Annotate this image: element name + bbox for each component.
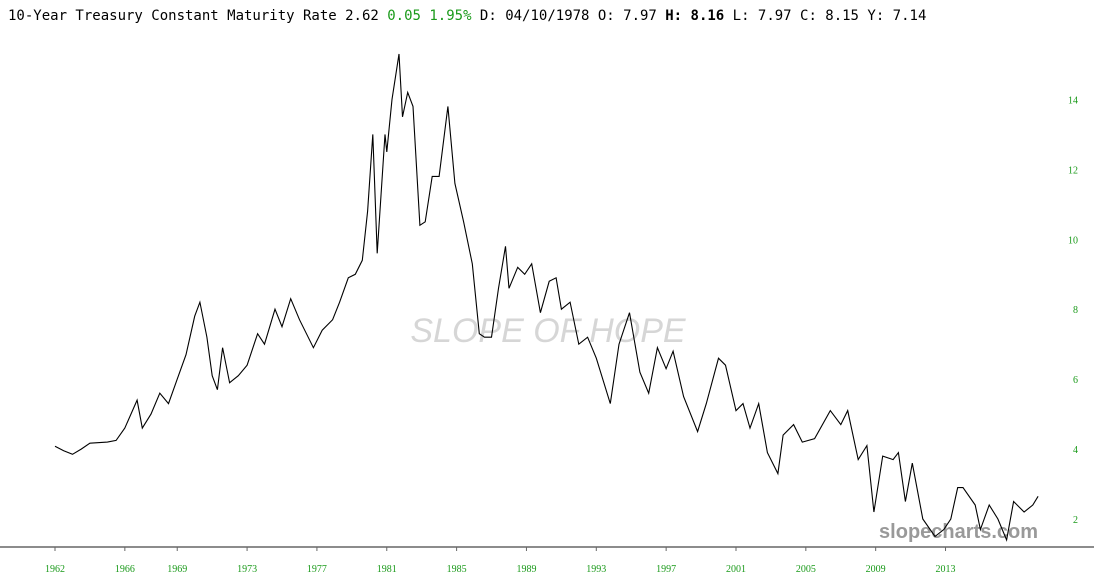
readout-item: Y:	[867, 8, 884, 24]
y-tick-label: 8	[1073, 305, 1078, 316]
readout-item: L:	[733, 8, 750, 24]
y-tick-label: 12	[1068, 165, 1078, 176]
readout-item: 1.95%	[429, 8, 472, 24]
series-line	[54, 53, 1039, 542]
chart-title: 10-Year Treasury Constant Maturity Rate	[8, 8, 337, 24]
x-tick-label: 1985	[447, 564, 467, 575]
x-tick-label: 1993	[586, 564, 606, 575]
readout-item: 7.97	[758, 8, 792, 24]
x-tick-label: 2009	[866, 564, 886, 575]
x-tick-label: 1969	[167, 564, 187, 575]
x-tick-label: 1966	[115, 564, 135, 575]
readout-item: 8.15	[825, 8, 859, 24]
readout-item: 7.97	[623, 8, 657, 24]
y-tick-label: 14	[1068, 95, 1078, 106]
readout-item: O:	[598, 8, 615, 24]
readout-item: 8.16	[691, 8, 725, 24]
watermark: SLOPE OF HOPE	[410, 312, 686, 350]
readout-item: H:	[665, 8, 682, 24]
x-tick-label: 1973	[237, 564, 257, 575]
x-tick-label: 1962	[45, 564, 65, 575]
y-tick-label: 10	[1068, 235, 1078, 246]
readout: 10-Year Treasury Constant Maturity Rate 2…	[8, 8, 926, 24]
y-tick-label: 4	[1073, 445, 1078, 456]
x-tick-label: 2001	[726, 564, 746, 575]
x-tick-label: 2013	[936, 564, 956, 575]
readout-item: C:	[800, 8, 817, 24]
readout-item: 0.05	[387, 8, 421, 24]
readout-item: D:	[480, 8, 497, 24]
y-tick-label: 2	[1073, 515, 1078, 526]
credit: slopecharts.com	[879, 521, 1038, 543]
x-tick-label: 1977	[307, 564, 327, 575]
readout-item: 04/10/1978	[505, 8, 589, 24]
x-tick-label: 1997	[656, 564, 676, 575]
x-tick-label: 1981	[377, 564, 397, 575]
readout-item: 2.62	[345, 8, 379, 24]
x-tick-label: 2005	[796, 564, 816, 575]
y-tick-label: 6	[1073, 375, 1078, 386]
x-tick-label: 1989	[516, 564, 536, 575]
readout-item: 7.14	[893, 8, 927, 24]
